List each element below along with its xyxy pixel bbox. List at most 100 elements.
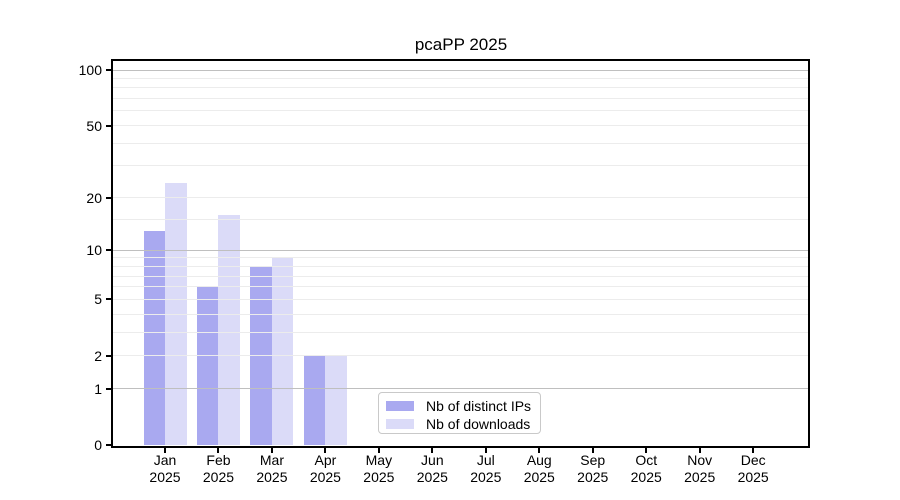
x-tick-month: May [365, 452, 393, 468]
x-tick-year: 2025 [309, 468, 341, 485]
legend: Nb of distinct IPs Nb of downloads [378, 392, 541, 434]
y-tick-label: 50 [86, 117, 102, 134]
minor-gridline [112, 142, 810, 144]
minor-gridline [112, 125, 810, 127]
x-tick-year: 2025 [202, 468, 235, 485]
minor-gridline [112, 87, 810, 89]
bar [303, 355, 326, 445]
bar [196, 286, 219, 445]
minor-gridline [112, 110, 810, 112]
x-tick-month: Mar [259, 452, 284, 468]
x-tick-month: Jun [421, 452, 444, 468]
y-tick-label: 5 [94, 291, 102, 308]
x-tick-year: 2025 [470, 468, 502, 485]
minor-gridline [112, 197, 810, 199]
x-tick-month: Feb [206, 452, 231, 468]
bar [218, 214, 240, 445]
x-tick-year: 2025 [577, 468, 609, 485]
x-tick-year: 2025 [256, 468, 288, 485]
y-tick-mark [106, 387, 112, 390]
legend-item-distinct-ips: Nb of distinct IPs [386, 397, 540, 415]
x-tick-label: Sep 2025 [558, 452, 628, 485]
x-tick-mark [164, 448, 166, 453]
x-tick-month: Sep [580, 452, 606, 468]
bar [271, 257, 294, 445]
minor-gridline [112, 98, 810, 100]
x-tick-mark [538, 448, 541, 453]
minor-gridline [112, 275, 810, 277]
x-tick-month: Nov [687, 452, 713, 468]
major-gridline [112, 388, 810, 390]
y-tick-mark [106, 124, 112, 127]
x-tick-mark [431, 448, 434, 453]
x-tick-label: Jul 2025 [451, 452, 521, 485]
legend-label-downloads: Nb of downloads [426, 416, 531, 432]
legend-swatch-distinct-ips [386, 401, 414, 411]
x-tick-label: Oct 2025 [611, 452, 681, 485]
x-tick-mark [217, 448, 220, 453]
x-tick-label: May 2025 [344, 452, 414, 485]
x-tick-year: 2025 [737, 468, 769, 485]
x-tick-mark [484, 448, 487, 453]
legend-item-downloads: Nb of downloads [386, 415, 540, 433]
minor-gridline [112, 165, 810, 167]
x-tick-month: Dec [740, 452, 766, 468]
y-tick-label: 20 [86, 189, 102, 206]
y-tick-mark [106, 69, 112, 71]
x-tick-label: Nov 2025 [665, 452, 735, 485]
y-tick-label: 100 [78, 62, 102, 78]
x-tick-month: Aug [526, 452, 552, 468]
y-tick-label: 10 [86, 242, 102, 259]
minor-gridline [112, 257, 810, 259]
chart-title: pcaPP 2025 [414, 35, 508, 54]
x-tick-year: 2025 [149, 468, 181, 485]
major-gridline [112, 69, 810, 71]
x-tick-month: Jul [476, 452, 495, 468]
x-tick-year: 2025 [630, 468, 662, 485]
x-tick-year: 2025 [523, 468, 555, 485]
legend-swatch-downloads [386, 419, 414, 429]
x-tick-year: 2025 [363, 468, 395, 485]
x-tick-label: Jan 2025 [130, 452, 200, 485]
minor-gridline [112, 313, 810, 315]
x-tick-mark [324, 448, 327, 453]
minor-gridline [112, 77, 810, 79]
x-tick-mark [591, 448, 594, 453]
x-tick-mark [270, 448, 273, 453]
y-tick-label: 1 [94, 380, 102, 397]
minor-gridline [112, 355, 810, 357]
y-tick-label: 2 [94, 347, 102, 364]
bar [325, 355, 347, 445]
y-tick-mark [106, 196, 112, 199]
y-tick-mark [106, 298, 112, 301]
x-tick-year: 2025 [684, 468, 716, 485]
x-tick-month: Apr [314, 452, 337, 468]
minor-gridline [112, 331, 810, 333]
y-tick-mark [106, 354, 112, 357]
x-tick-month: Oct [635, 452, 658, 468]
x-tick-label: Jun 2025 [397, 452, 467, 485]
x-tick-month: Jan [153, 452, 177, 468]
y-tick-mark [106, 249, 112, 252]
bottom-spine [111, 445, 810, 448]
x-tick-label: Apr 2025 [290, 452, 360, 485]
x-tick-mark [645, 448, 648, 453]
major-gridline [112, 249, 810, 251]
minor-gridline [112, 286, 810, 288]
x-tick-mark [377, 448, 380, 453]
x-tick-label: Mar 2025 [237, 452, 307, 485]
y-tick-label: 0 [94, 437, 102, 453]
x-tick-label: Feb 2025 [183, 452, 253, 485]
x-tick-mark [752, 448, 755, 453]
right-spine [808, 59, 810, 448]
x-tick-mark [698, 448, 701, 453]
minor-gridline [112, 298, 810, 300]
x-tick-label: Aug 2025 [504, 452, 574, 485]
y-tick-mark [106, 444, 112, 446]
legend-label-distinct-ips: Nb of distinct IPs [426, 398, 532, 414]
left-spine [111, 59, 113, 448]
